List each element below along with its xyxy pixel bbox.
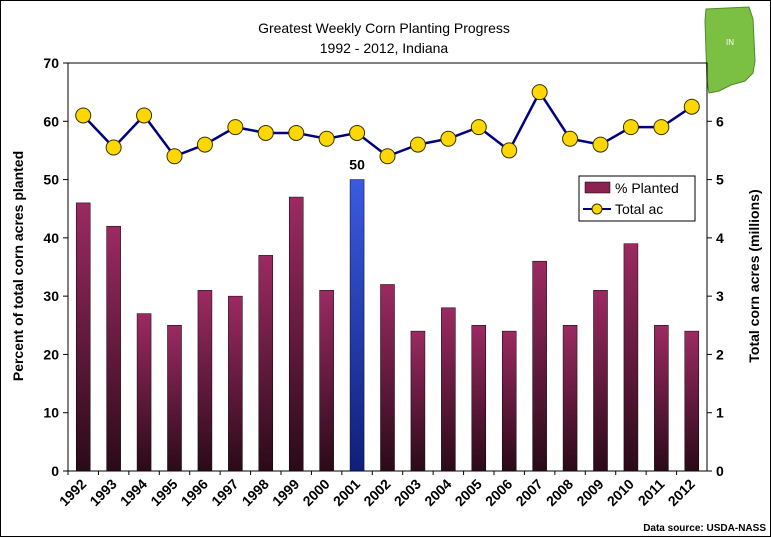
bar-1999 bbox=[288, 196, 304, 472]
bar-2010 bbox=[623, 243, 639, 472]
point-total-1999 bbox=[288, 124, 305, 141]
y2-tick-label: 1 bbox=[716, 405, 724, 421]
y2-tick-label: 2 bbox=[716, 346, 724, 362]
point-total-1995 bbox=[166, 148, 183, 165]
bar-2006 bbox=[501, 330, 517, 472]
y-tick-label: 10 bbox=[43, 405, 59, 421]
legend-label-total: Total ac bbox=[615, 201, 663, 217]
bar-1995 bbox=[167, 325, 182, 472]
x-tick-label: 2005 bbox=[452, 476, 485, 509]
annotation-label: 50 bbox=[349, 157, 365, 173]
bar-2002 bbox=[380, 284, 395, 472]
bar-1992 bbox=[75, 202, 91, 472]
x-tick-label: 1994 bbox=[117, 476, 150, 509]
point-total-2004 bbox=[440, 130, 457, 147]
bar-2009 bbox=[593, 290, 608, 472]
x-tick-label: 2000 bbox=[299, 476, 332, 509]
bar-1998 bbox=[258, 255, 274, 472]
bar-2000 bbox=[319, 290, 334, 472]
y-tick-label: 50 bbox=[43, 172, 59, 188]
point-total-2000 bbox=[318, 130, 335, 147]
x-tick-label: 1993 bbox=[86, 476, 119, 509]
x-tick-label: 1996 bbox=[178, 476, 211, 509]
point-total-1994 bbox=[136, 107, 153, 124]
x-tick-label: 2004 bbox=[421, 476, 454, 509]
x-tick-label: 2012 bbox=[665, 476, 698, 509]
x-tick-label: 2006 bbox=[482, 476, 515, 509]
bar-2003 bbox=[410, 330, 426, 472]
legend-swatch-planted bbox=[584, 181, 611, 194]
y2-tick-label: 5 bbox=[716, 172, 724, 188]
x-tick-label: 2007 bbox=[512, 476, 545, 509]
point-total-1992 bbox=[75, 107, 92, 124]
point-total-1993 bbox=[105, 139, 122, 156]
y2-tick-label: 0 bbox=[716, 463, 724, 479]
x-tick-label: 2011 bbox=[635, 476, 668, 509]
x-tick-label: 1997 bbox=[208, 476, 241, 509]
x-tick-label: 1998 bbox=[239, 476, 272, 509]
point-total-2006 bbox=[501, 142, 518, 159]
chart-title: Greatest Weekly Corn Planting Progress bbox=[258, 20, 510, 36]
bar-2004 bbox=[441, 307, 456, 472]
y-tick-label: 20 bbox=[43, 346, 59, 362]
x-tick-label: 2001 bbox=[330, 476, 363, 509]
bar-2008 bbox=[562, 325, 578, 472]
y2-tick-label: 4 bbox=[716, 230, 724, 246]
x-tick-label: 2002 bbox=[360, 476, 393, 509]
point-total-2003 bbox=[409, 136, 426, 153]
point-total-2008 bbox=[562, 130, 579, 147]
point-total-2005 bbox=[470, 119, 487, 136]
source-note: Data source: USDA-NASS bbox=[643, 523, 766, 534]
y-tick-label: 70 bbox=[43, 55, 59, 71]
indiana-state-logo: IN bbox=[704, 6, 756, 94]
indiana-shape-icon bbox=[704, 6, 756, 94]
y-tick-label: 0 bbox=[51, 463, 59, 479]
y2-tick-label: 3 bbox=[716, 288, 724, 304]
bar-1994 bbox=[136, 313, 152, 472]
point-total-1996 bbox=[196, 136, 213, 153]
point-total-2002 bbox=[379, 148, 396, 165]
y-axis-label: Percent of total corn acres planted bbox=[10, 151, 26, 381]
legend: % Planted Total ac bbox=[578, 175, 696, 222]
y-tick-label: 40 bbox=[43, 230, 59, 246]
point-total-2010 bbox=[622, 119, 639, 136]
x-tick-label: 1992 bbox=[56, 476, 89, 509]
x-tick-label: 1999 bbox=[269, 476, 302, 509]
point-total-2009 bbox=[592, 136, 609, 153]
bar-highlight-2001 bbox=[349, 179, 365, 472]
legend-label-planted: % Planted bbox=[615, 180, 679, 196]
y2-axis-label: Total corn acres (millions) bbox=[746, 189, 762, 362]
y-tick-label: 60 bbox=[43, 113, 59, 129]
y-tick-label: 30 bbox=[43, 288, 59, 304]
bar-1997 bbox=[228, 295, 243, 472]
x-tick-label: 2003 bbox=[391, 476, 424, 509]
plot-area: 50 0 10 20 30 40 50 60 70 0 1 2 3 4 5 6 1992199319941995… bbox=[43, 55, 724, 509]
point-total-2001 bbox=[349, 124, 366, 141]
bar-2012 bbox=[684, 330, 700, 472]
bar-2011 bbox=[654, 325, 669, 472]
x-tick-label: 2008 bbox=[543, 476, 576, 509]
bar-2007 bbox=[532, 260, 547, 472]
x-tick-label: 2009 bbox=[573, 476, 606, 509]
point-total-1997 bbox=[227, 119, 244, 136]
x-tick-label: 1995 bbox=[147, 476, 180, 509]
x-tick-label: 2010 bbox=[604, 476, 637, 509]
legend-marker-total bbox=[591, 203, 603, 215]
bar-1993 bbox=[106, 225, 121, 472]
point-total-1998 bbox=[257, 124, 274, 141]
point-total-2007 bbox=[531, 84, 548, 101]
y2-tick-label: 6 bbox=[716, 113, 724, 129]
logo-text: IN bbox=[726, 38, 734, 47]
bar-1996 bbox=[197, 290, 213, 472]
bar-2005 bbox=[471, 325, 487, 472]
point-total-2012 bbox=[683, 98, 700, 115]
point-total-2011 bbox=[653, 119, 670, 136]
chart-subtitle: 1992 - 2012, Indiana bbox=[320, 40, 449, 56]
